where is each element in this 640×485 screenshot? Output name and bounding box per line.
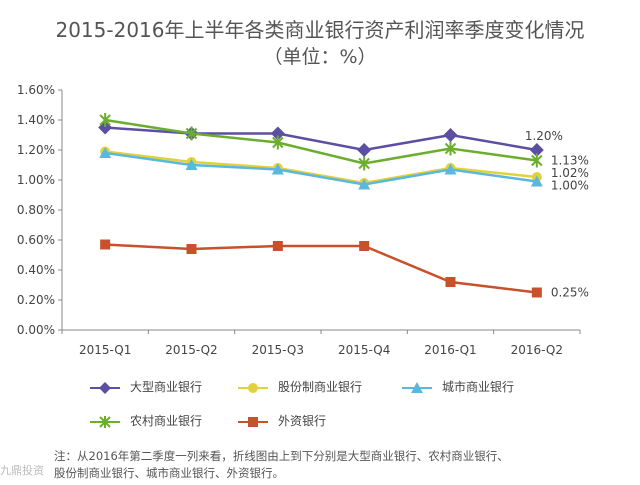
y-tick-label: 1.40% bbox=[17, 113, 55, 127]
series-line bbox=[105, 150, 537, 185]
series-line bbox=[104, 151, 538, 186]
legend-item-rural-bank: 农村商业银行 bbox=[88, 412, 202, 429]
y-tick-label: 0.00% bbox=[17, 323, 55, 337]
data-label: 1.00% bbox=[551, 179, 589, 193]
legend-marker-square-icon bbox=[238, 416, 268, 427]
data-point bbox=[444, 163, 457, 175]
data-label: 1.20% bbox=[525, 129, 563, 143]
legend-label: 城市商业银行 bbox=[442, 380, 515, 394]
legend-label: 外资银行 bbox=[278, 414, 327, 428]
x-tick-label: 2015-Q4 bbox=[338, 343, 390, 357]
watermark: 九鼎投资 bbox=[0, 464, 44, 477]
y-tick-label: 0.80% bbox=[17, 203, 55, 217]
data-label: 0.25% bbox=[551, 286, 589, 300]
legend-marker-triangle-icon bbox=[402, 381, 432, 393]
data-point bbox=[443, 128, 458, 142]
data-point bbox=[270, 126, 285, 141]
data-point bbox=[529, 143, 544, 157]
y-tick-label: 0.60% bbox=[17, 233, 55, 247]
y-tick-label: 0.20% bbox=[17, 293, 55, 307]
legend-item-foreign-bank: 外资银行 bbox=[236, 412, 326, 429]
legend-item-joint-stock-bank: 股份制商业银行 bbox=[236, 378, 362, 395]
line-chart: 0.00% 0.20% 0.40% 0.60% 0.80% 1.00% 1.20% 1.40%… bbox=[17, 83, 589, 357]
chart-unit: （单位：%） bbox=[263, 46, 377, 68]
legend-item-city-bank: 城市商业银行 bbox=[400, 378, 514, 395]
y-tick-label: 0.40% bbox=[17, 263, 55, 277]
legend-marker-circle-icon bbox=[238, 382, 268, 393]
data-point bbox=[530, 175, 543, 187]
data-point bbox=[444, 141, 457, 156]
data-point bbox=[99, 147, 112, 158]
y-tick-label: 1.60% bbox=[17, 83, 55, 97]
data-point bbox=[531, 153, 543, 168]
data-point bbox=[185, 126, 198, 141]
legend-label: 农村商业银行 bbox=[130, 414, 203, 428]
x-tick-label: 2015-Q1 bbox=[79, 343, 131, 357]
y-tick-label: 1.00% bbox=[17, 173, 55, 187]
data-point bbox=[358, 156, 370, 171]
chart-title: 2015-2016年上半年各类商业银行资产利润率季度变化情况 bbox=[55, 18, 585, 42]
data-point bbox=[358, 178, 371, 190]
data-point bbox=[357, 143, 372, 157]
legend-label: 大型商业银行 bbox=[130, 380, 203, 394]
data-point bbox=[185, 159, 198, 170]
data-point bbox=[99, 113, 111, 127]
data-point bbox=[272, 241, 283, 251]
data-point bbox=[445, 277, 456, 287]
legend-marker-star-icon bbox=[90, 415, 120, 428]
series-line bbox=[104, 118, 538, 165]
x-tick-label: 2015-Q3 bbox=[252, 343, 304, 357]
footnote-line-1: 注：从2016年第二季度一列来看，折线图由上到下分别是大型商业银行、农村商业银行… bbox=[54, 449, 509, 463]
y-tick-label: 1.20% bbox=[17, 143, 55, 157]
x-tick-label: 2016-Q2 bbox=[511, 343, 563, 357]
data-point bbox=[271, 163, 284, 175]
data-point bbox=[272, 135, 284, 150]
legend-item-large-bank: 大型商业银行 bbox=[88, 378, 202, 395]
data-point bbox=[531, 287, 542, 298]
x-tick-label: 2016-Q1 bbox=[424, 343, 476, 357]
legend-label: 股份制商业银行 bbox=[278, 380, 363, 394]
footnote: 注：从2016年第二季度一列来看，折线图由上到下分别是大型商业银行、农村商业银行… bbox=[54, 448, 574, 482]
data-point bbox=[359, 241, 370, 251]
data-point bbox=[100, 239, 111, 250]
series-line bbox=[105, 243, 537, 294]
data-point bbox=[186, 244, 197, 254]
data-label: 1.02% bbox=[551, 166, 589, 180]
legend-marker-diamond-icon bbox=[90, 381, 120, 394]
x-tick-label: 2015-Q2 bbox=[165, 343, 217, 357]
footnote-line-2: 股份制商业银行、城市商业银行、外资银行。 bbox=[54, 466, 284, 480]
data-label: 1.13% bbox=[551, 154, 589, 168]
